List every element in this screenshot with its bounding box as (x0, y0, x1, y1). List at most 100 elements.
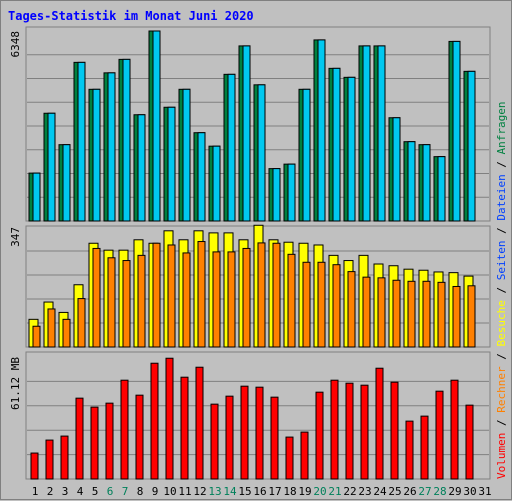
x-tick-label-16: 16 (253, 485, 266, 498)
bar-volumen-7 (120, 379, 129, 480)
x-tick-label-9: 9 (152, 485, 159, 498)
bar-rechner-23 (362, 276, 371, 348)
bar-rechner-5 (92, 247, 101, 348)
legend-entry: Dateien (495, 174, 508, 220)
bar-rechner-8 (137, 254, 146, 348)
bar-dateien-20 (317, 39, 326, 222)
bar-volumen-30 (465, 404, 474, 480)
legend-entry: / (495, 154, 508, 174)
bar-dateien-18 (287, 163, 296, 222)
x-tick-label-28: 28 (433, 485, 446, 498)
bar-dateien-17 (272, 168, 281, 222)
bar-volumen-4 (75, 397, 84, 480)
bar-volumen-21 (330, 379, 339, 480)
x-tick-label-26: 26 (403, 485, 416, 498)
x-tick-label-27: 27 (418, 485, 431, 498)
bar-rechner-6 (107, 257, 116, 348)
bar-dateien-8 (137, 114, 146, 222)
y-max-label-middle: 347 (9, 227, 22, 247)
bar-dateien-27 (422, 144, 431, 222)
bar-rechner-17 (272, 242, 281, 348)
legend-entry: / (495, 413, 508, 433)
x-tick-label-7: 7 (122, 485, 129, 498)
bar-dateien-19 (302, 88, 311, 222)
bar-dateien-16 (257, 84, 266, 222)
bar-rechner-20 (317, 261, 326, 348)
bar-volumen-18 (285, 436, 294, 480)
bar-rechner-4 (77, 298, 86, 348)
x-tick-label-19: 19 (298, 485, 311, 498)
x-tick-label-30: 30 (463, 485, 476, 498)
bar-rechner-16 (257, 242, 266, 348)
x-tick-label-21: 21 (328, 485, 341, 498)
bar-volumen-17 (270, 396, 279, 480)
x-tick-label-1: 1 (32, 485, 39, 498)
bar-rechner-13 (212, 251, 221, 348)
bar-volumen-20 (315, 391, 324, 480)
bar-rechner-21 (332, 264, 341, 348)
bar-rechner-27 (422, 280, 431, 348)
x-tick-label-31: 31 (478, 485, 491, 498)
x-tick-label-5: 5 (92, 485, 99, 498)
bar-rechner-9 (152, 242, 161, 348)
legend-entry: Rechner (495, 366, 508, 413)
y-max-label-bottom: 61.12 MB (9, 357, 22, 410)
bar-volumen-25 (390, 381, 399, 480)
bar-volumen-12 (195, 366, 204, 480)
bar-volumen-26 (405, 420, 414, 480)
x-tick-label-4: 4 (77, 485, 84, 498)
bar-volumen-9 (150, 362, 159, 480)
bar-rechner-2 (47, 308, 56, 348)
bar-volumen-19 (300, 431, 309, 480)
bar-rechner-26 (407, 280, 416, 348)
bar-dateien-22 (347, 76, 356, 222)
bar-rechner-25 (392, 279, 401, 348)
bar-dateien-5 (92, 88, 101, 222)
bar-dateien-12 (197, 132, 206, 222)
y-max-label-top: 6348 (9, 31, 22, 58)
bar-rechner-28 (437, 281, 446, 348)
bar-rechner-29 (452, 285, 461, 348)
x-tick-label-10: 10 (163, 485, 176, 498)
bar-rechner-19 (302, 261, 311, 348)
x-tick-label-15: 15 (238, 485, 251, 498)
bar-volumen-13 (210, 403, 219, 480)
x-tick-label-12: 12 (193, 485, 206, 498)
bar-dateien-10 (167, 106, 176, 222)
bar-dateien-6 (107, 72, 116, 222)
bar-dateien-11 (182, 88, 191, 222)
x-tick-label-23: 23 (358, 485, 371, 498)
bar-rechner-24 (377, 277, 386, 348)
x-tick-label-2: 2 (47, 485, 54, 498)
right-legend: Volumen / Rechner / Besuche / Seiten / D… (495, 101, 508, 479)
bar-dateien-15 (242, 45, 251, 222)
bar-dateien-21 (332, 67, 341, 222)
bar-dateien-3 (62, 144, 71, 222)
bar-dateien-29 (452, 40, 461, 222)
bar-volumen-3 (60, 435, 69, 480)
bar-dateien-7 (122, 58, 131, 222)
bar-rechner-1 (32, 325, 41, 348)
legend-entry: / (495, 347, 508, 367)
x-tick-label-11: 11 (178, 485, 191, 498)
x-tick-label-18: 18 (283, 485, 296, 498)
bar-volumen-8 (135, 394, 144, 480)
bar-volumen-5 (90, 406, 99, 480)
x-tick-label-24: 24 (373, 485, 387, 498)
bar-volumen-23 (360, 384, 369, 480)
bar-rechner-30 (467, 285, 476, 348)
bar-rechner-18 (287, 253, 296, 348)
x-tick-label-8: 8 (137, 485, 144, 498)
x-tick-label-29: 29 (448, 485, 461, 498)
bar-volumen-14 (225, 395, 234, 480)
bar-volumen-6 (105, 402, 114, 480)
bar-volumen-1 (30, 452, 39, 480)
bar-volumen-29 (450, 379, 459, 480)
bar-rechner-7 (122, 260, 131, 348)
bar-dateien-28 (437, 156, 446, 222)
bar-dateien-14 (227, 73, 236, 222)
bar-dateien-13 (212, 145, 221, 222)
bar-rechner-15 (242, 247, 251, 348)
